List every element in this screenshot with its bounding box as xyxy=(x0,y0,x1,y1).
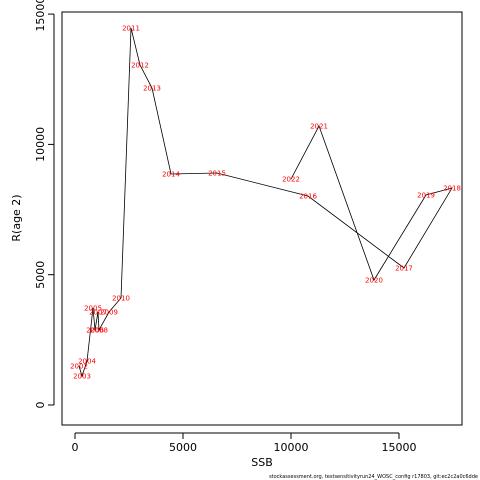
point-label: 2015 xyxy=(208,170,226,178)
point-label: 2011 xyxy=(122,25,140,33)
y-tick-label: 10000 xyxy=(34,127,47,162)
point-label: 2014 xyxy=(162,170,180,178)
point-label: 2017 xyxy=(395,265,413,273)
point-label: 2018 xyxy=(443,185,461,193)
point-label: 2013 xyxy=(143,85,161,93)
y-tick-label: 5000 xyxy=(34,261,47,289)
point-label: 2002 xyxy=(70,363,88,371)
footer: stockassessment.org, testsensitivityrun2… xyxy=(269,474,478,480)
y-tick-label: 15000 xyxy=(34,0,47,32)
x-tick-label: 15000 xyxy=(381,441,416,454)
x-tick-label: 5000 xyxy=(169,441,197,454)
point-label: 2021 xyxy=(310,123,328,131)
x-tick-label: 10000 xyxy=(273,441,308,454)
point-label: 2007 xyxy=(89,308,107,316)
point-label: 2010 xyxy=(112,295,130,303)
point-label: 2009 xyxy=(100,308,118,316)
x-tick-label: 0 xyxy=(72,441,79,454)
point-label: 2005 xyxy=(84,305,102,313)
plot-box xyxy=(61,11,463,426)
point-label: 2022 xyxy=(282,176,300,184)
y-tick-label: 0 xyxy=(34,402,47,409)
point-label: 2020 xyxy=(365,277,383,285)
x-axis-label: SSB xyxy=(251,456,273,469)
point-label: 2006 xyxy=(86,327,104,335)
point-label: 2019 xyxy=(417,192,435,200)
y-axis-label: R(age 2) xyxy=(10,194,23,241)
point-label: 2004 xyxy=(78,358,96,366)
point-label: 2016 xyxy=(299,193,317,201)
point-label: 2012 xyxy=(131,62,149,70)
point-label: 2003 xyxy=(73,373,91,381)
data-line xyxy=(78,27,453,378)
point-label: 2008 xyxy=(90,327,108,335)
